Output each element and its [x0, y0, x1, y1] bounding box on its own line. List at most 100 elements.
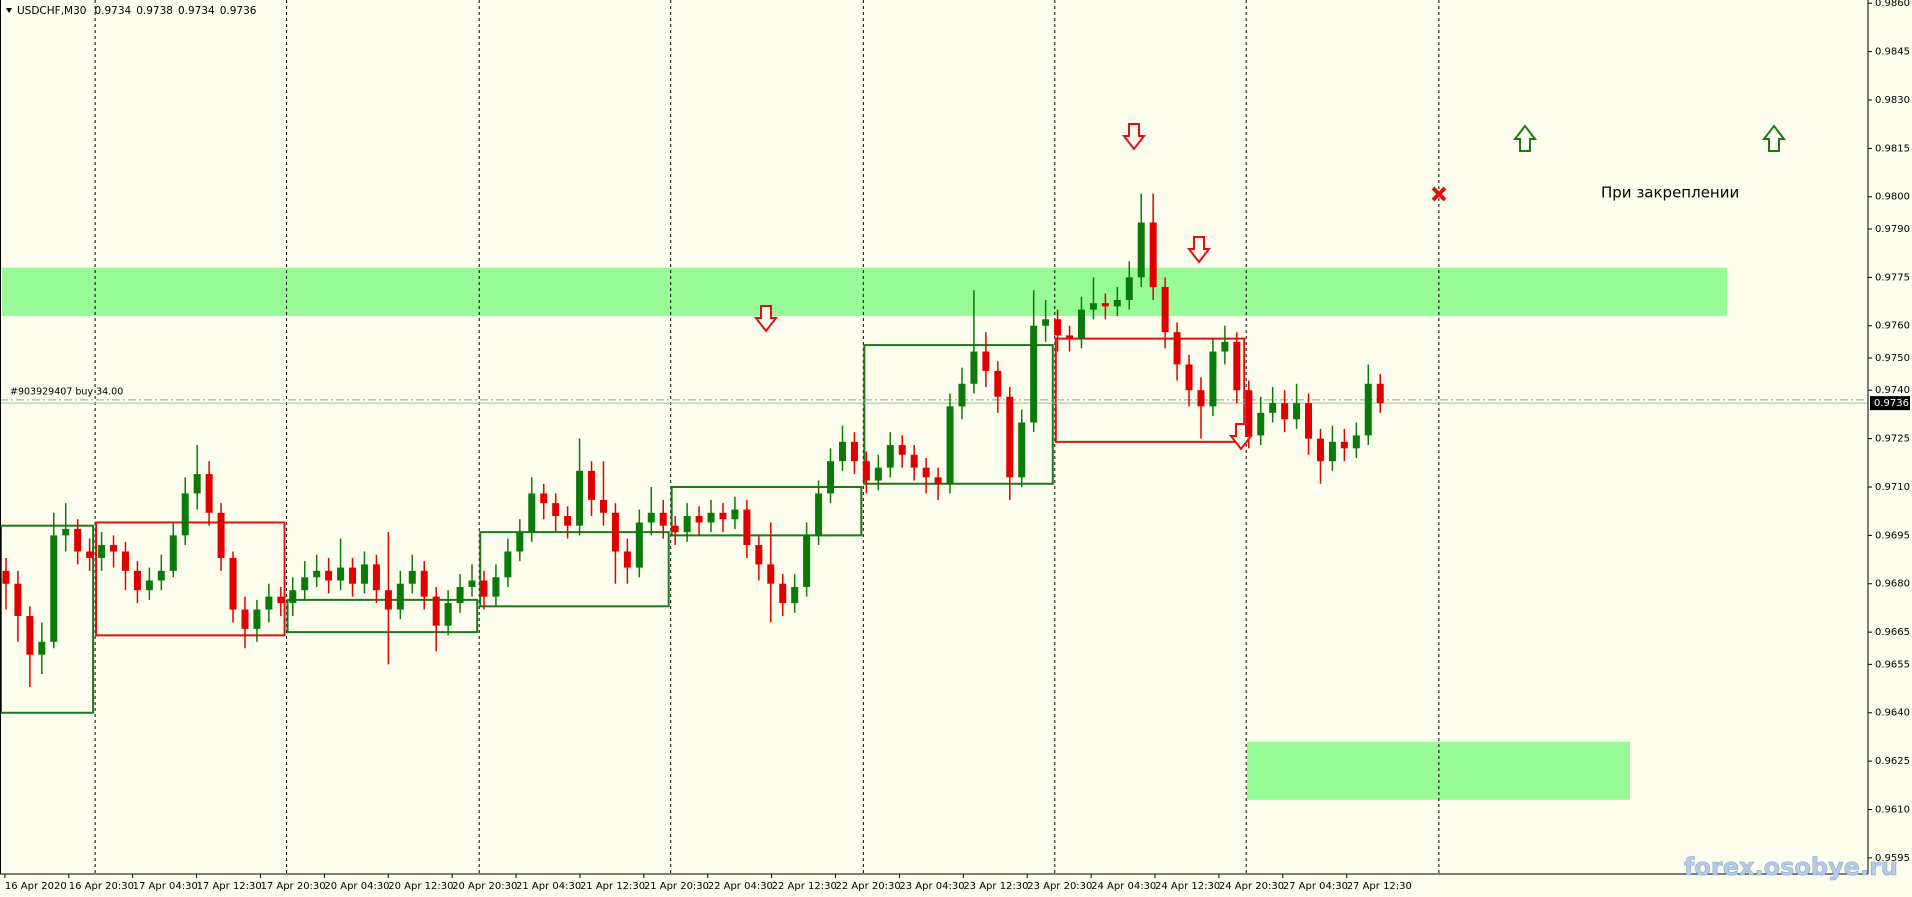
candle-body	[205, 474, 213, 513]
watermark: forex.osobye.ru	[1684, 853, 1898, 881]
candle-body	[1077, 309, 1085, 339]
bid-label: 0.9736	[1874, 398, 1909, 409]
y-tick-label: 0.9695	[1875, 530, 1910, 541]
candle-body	[1066, 335, 1074, 339]
annotation: При закреплении	[1601, 184, 1739, 202]
y-tick-label: 0.9775	[1875, 272, 1910, 283]
candle-body	[791, 586, 799, 604]
candle-body	[1101, 303, 1109, 307]
x-tick-label: 23 Apr 04:30	[899, 881, 964, 892]
y-tick-label: 0.9680	[1875, 579, 1910, 590]
x-tick-label: 16 Apr 20:30	[69, 881, 134, 892]
candle-body	[922, 467, 930, 478]
x-tick-label: 17 Apr 04:30	[133, 881, 198, 892]
candle-body	[958, 383, 966, 407]
zone	[2, 267, 1727, 317]
x-tick-label: 16 Apr 2020	[5, 881, 67, 892]
candle-body	[552, 503, 560, 517]
y-tick-label: 0.9640	[1875, 708, 1910, 719]
candle-body	[815, 493, 823, 536]
candle-body	[1257, 412, 1265, 436]
candle-body	[1149, 222, 1157, 288]
order-label: #903929407 buy 34.00	[10, 386, 123, 397]
candle-body	[1113, 299, 1121, 307]
candle-body	[1137, 222, 1145, 278]
x-tick-label: 20 Apr 20:30	[452, 881, 517, 892]
candle-body	[1197, 390, 1205, 407]
candle-body	[396, 583, 404, 610]
y-tick-label: 0.9800	[1875, 192, 1910, 203]
candle-body	[62, 528, 70, 536]
bid-label-box	[1870, 396, 1910, 411]
quote-open: 0.9734	[94, 5, 131, 17]
candle-body	[1376, 383, 1384, 404]
range-box	[95, 521, 286, 637]
candle-body	[528, 493, 536, 533]
candle-body	[265, 596, 273, 610]
candle-body	[946, 406, 954, 484]
candle-body	[564, 516, 572, 526]
candle-body	[241, 609, 249, 629]
candle-body	[970, 351, 978, 384]
candle-body	[1209, 351, 1217, 407]
marks-layer	[2, 193, 1384, 687]
candle-body	[504, 551, 512, 578]
candle-body	[229, 557, 237, 610]
x-tick-label: 21 Apr 12:30	[580, 881, 645, 892]
x-tick-label: 24 Apr 04:30	[1091, 881, 1156, 892]
candle-body	[1042, 319, 1050, 326]
candle-body	[456, 586, 464, 604]
candle-body	[827, 461, 835, 494]
range-box	[863, 344, 1054, 485]
candle-body	[492, 577, 500, 597]
sell-arrow	[753, 305, 779, 333]
candle-body	[1281, 403, 1289, 420]
candle-body	[2, 570, 10, 584]
candle-body	[1006, 396, 1014, 478]
candle-body	[743, 509, 751, 546]
candle-body	[133, 570, 141, 591]
candle-body	[635, 522, 643, 568]
candle-body	[516, 532, 524, 552]
candle-body	[325, 570, 333, 581]
candle-body	[1305, 403, 1313, 439]
candle-body	[910, 454, 918, 468]
y-tick-label: 0.9710	[1875, 482, 1910, 493]
range-box	[286, 598, 479, 634]
y-tick-label: 0.9760	[1875, 321, 1910, 332]
candle-body	[755, 545, 763, 565]
x-tick-label: 17 Apr 20:30	[260, 881, 325, 892]
candle-body	[14, 583, 22, 616]
x-tick-label: 21 Apr 20:30	[644, 881, 709, 892]
candle-body	[1352, 435, 1360, 449]
range-box	[1054, 337, 1246, 443]
candle-body	[1221, 341, 1229, 352]
menu-triangle[interactable]	[6, 8, 12, 13]
candle-body	[301, 577, 309, 591]
candle-body	[289, 590, 297, 604]
candle-body	[623, 551, 631, 568]
candle-body	[74, 528, 82, 552]
candle-body	[1316, 438, 1324, 462]
candle-body	[779, 583, 787, 604]
candle-body	[695, 516, 703, 523]
candle-body	[934, 477, 942, 484]
candle-body	[1089, 303, 1097, 310]
chart-header: USDCHF,M30 0.9734 0.9738 0.9734 0.9736	[17, 5, 257, 17]
candle-body	[253, 609, 261, 629]
candle-body	[850, 441, 858, 462]
candle-body	[217, 512, 225, 558]
quote-high: 0.9738	[136, 5, 173, 17]
candle-body	[26, 615, 34, 655]
range-box	[0, 524, 95, 714]
candle-body	[121, 551, 129, 571]
candle-body	[671, 525, 679, 533]
quote-low: 0.9734	[178, 5, 215, 17]
candle-body	[1030, 325, 1038, 423]
symbol: USDCHF,M30	[17, 5, 86, 17]
range-box	[479, 531, 670, 608]
x-tick-label: 24 Apr 12:30	[1155, 881, 1220, 892]
x-tick-label: 21 Apr 04:30	[516, 881, 581, 892]
